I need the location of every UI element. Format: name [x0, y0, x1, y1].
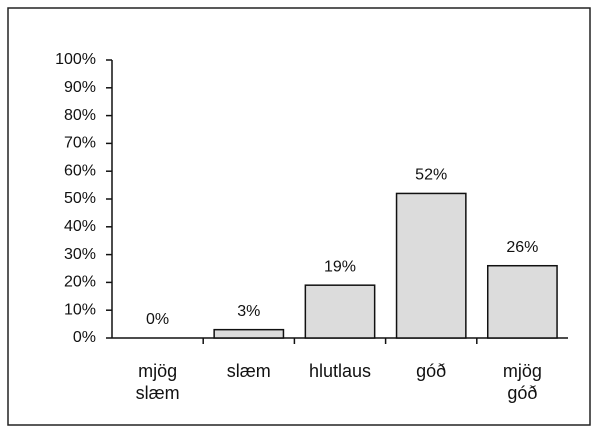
frame	[7, 7, 591, 426]
y-tick-label: 40%	[64, 218, 96, 235]
x-tick-label: hlutlaus	[308, 361, 372, 381]
x-tick-label: slæm	[226, 361, 271, 381]
y-tick-label: 50%	[64, 190, 96, 207]
bar	[213, 328, 285, 339]
bar	[304, 284, 376, 339]
value-label: 26%	[506, 239, 538, 256]
y-tick-label: 10%	[64, 301, 96, 318]
x-tick-label: mjög slæm	[135, 361, 180, 403]
value-label: 0%	[146, 311, 169, 328]
y-tick-label: 20%	[64, 274, 96, 291]
value-label: 52%	[415, 167, 447, 184]
value-label: 19%	[324, 258, 356, 275]
x-tick-label: mjög góð	[502, 361, 542, 403]
y-tick-label: 90%	[64, 79, 96, 96]
y-tick-label: 100%	[55, 51, 96, 68]
y-tick-label: 80%	[64, 107, 96, 124]
y-tick-label: 70%	[64, 135, 96, 152]
bar	[395, 192, 467, 339]
bar	[486, 264, 558, 339]
x-tick-label: góð	[416, 361, 447, 381]
y-tick-label: 0%	[73, 329, 96, 346]
y-tick-label: 30%	[64, 246, 96, 263]
y-tick-label: 60%	[64, 162, 96, 179]
value-label: 3%	[237, 303, 260, 320]
